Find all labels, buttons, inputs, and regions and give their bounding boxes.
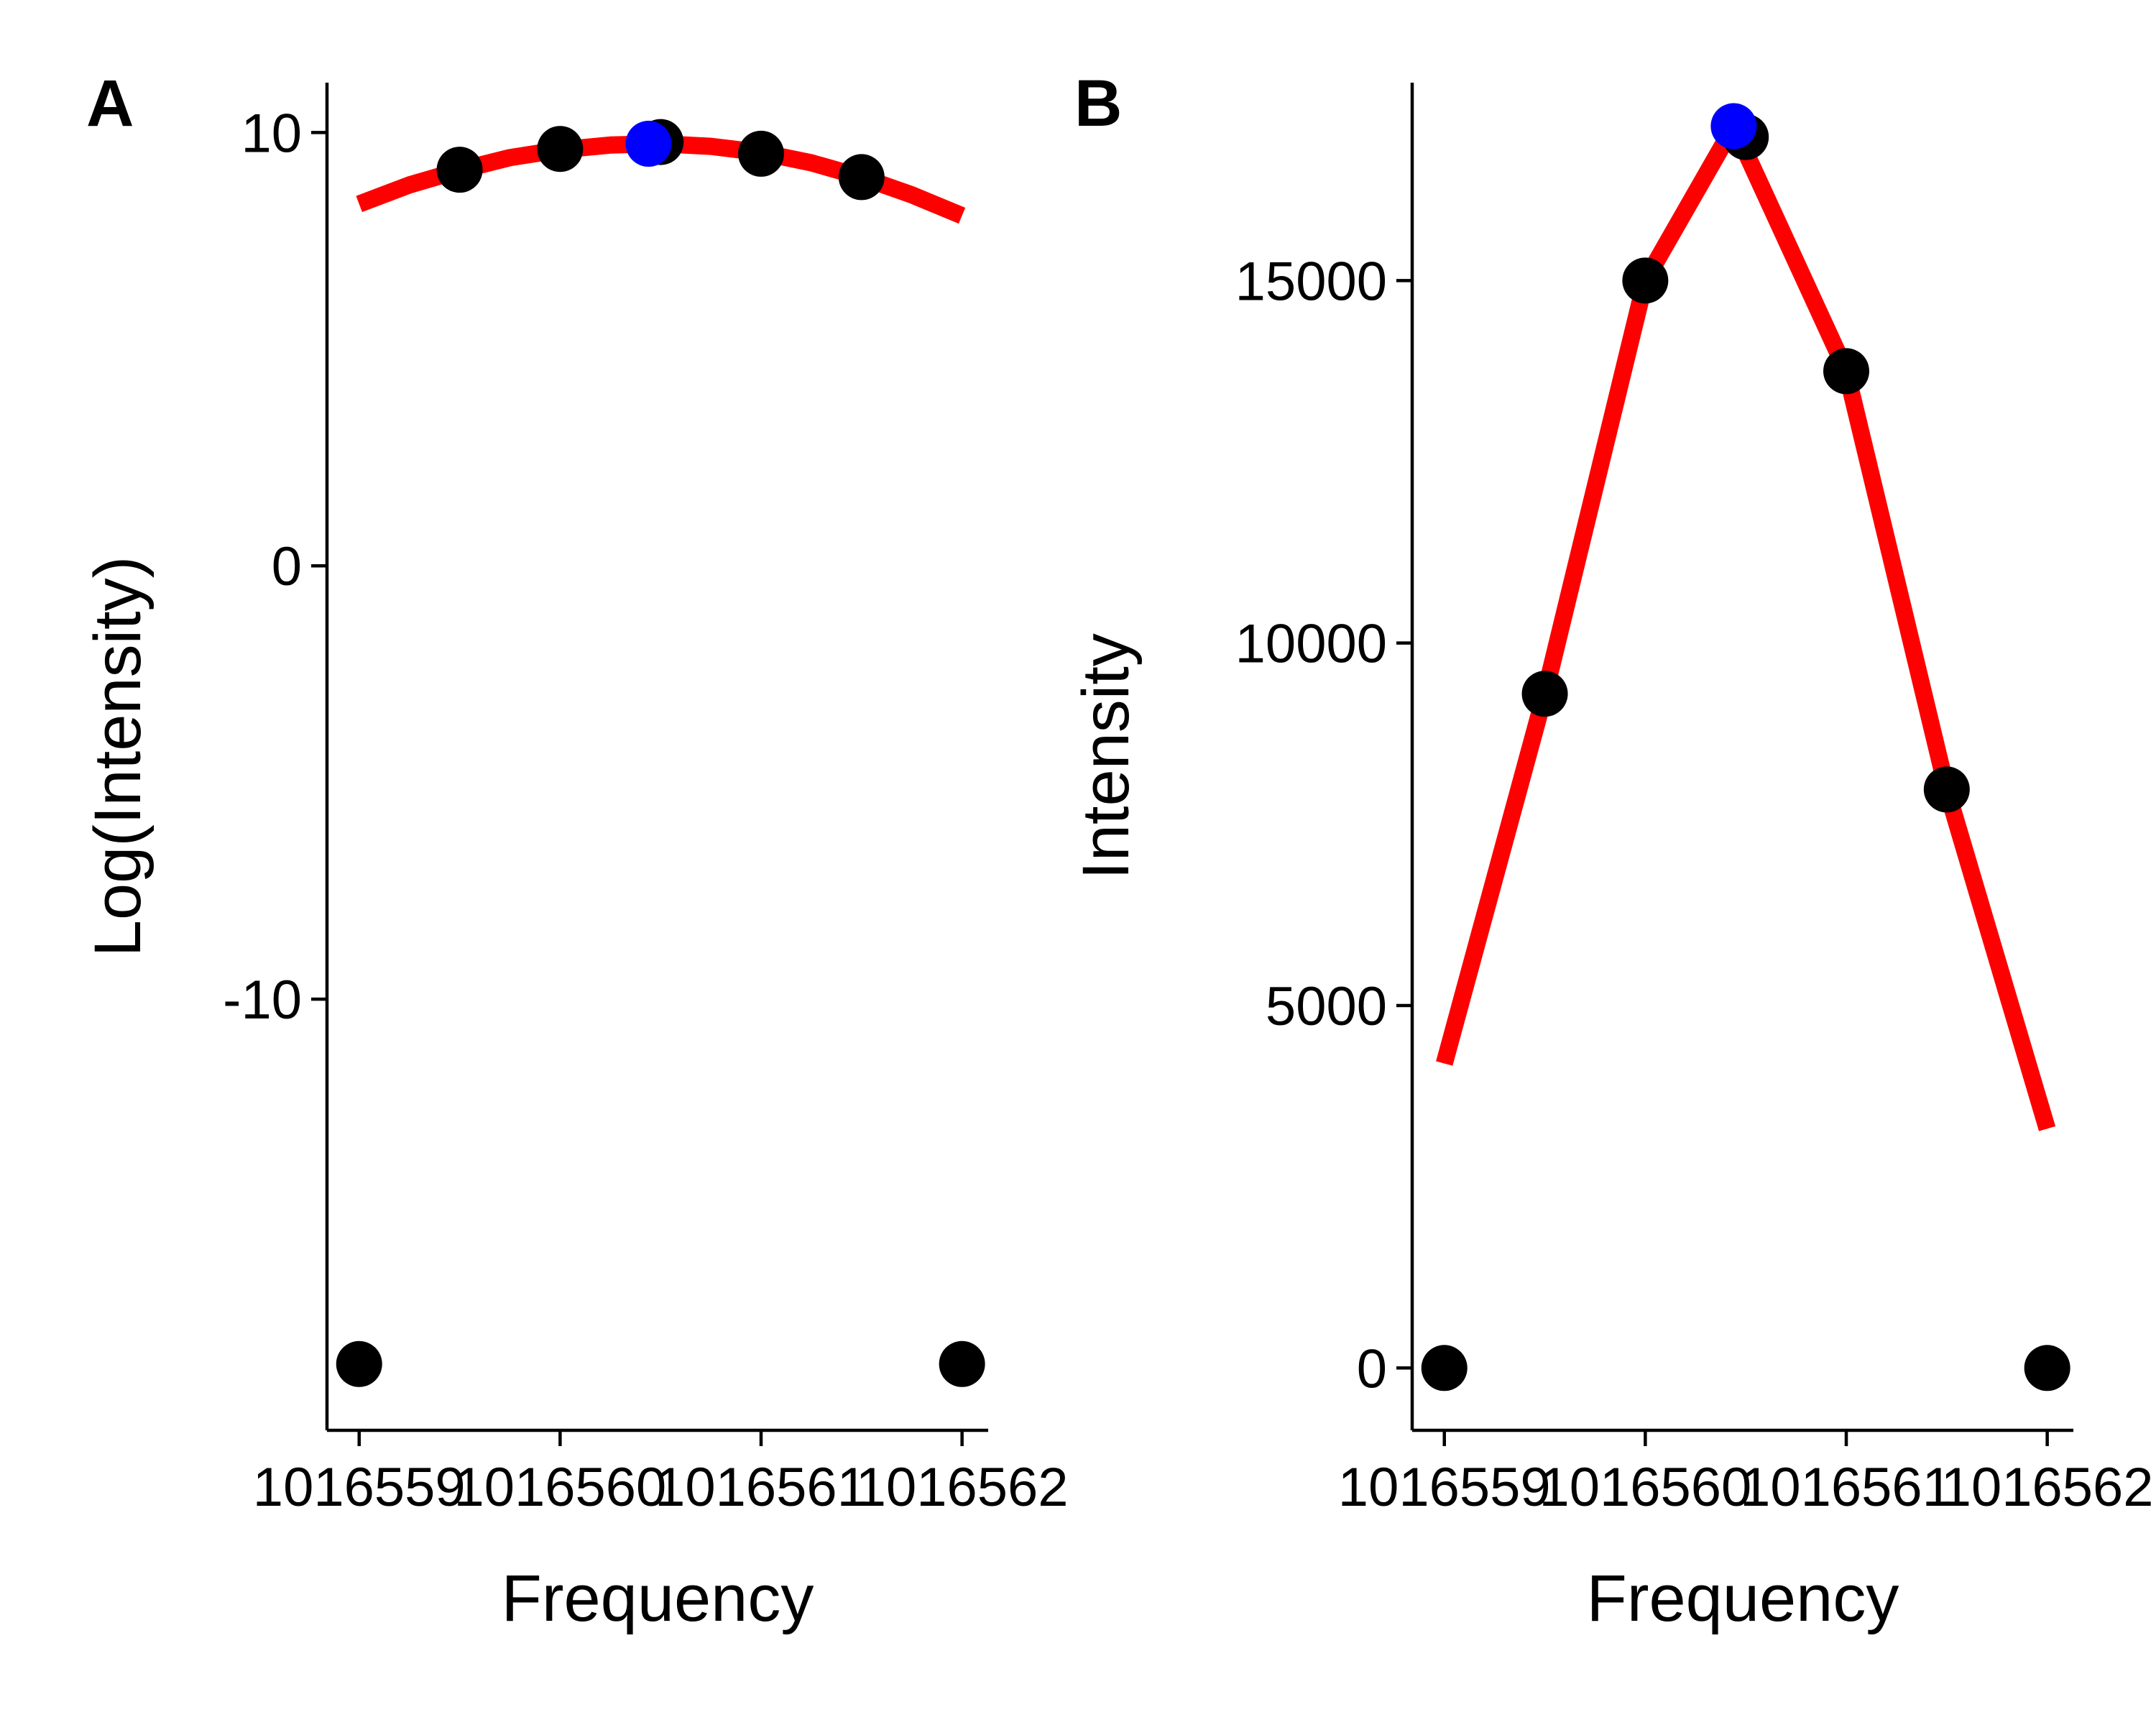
data-point [436,147,483,193]
x-tick-label: 1016559 [1338,1457,1551,1518]
data-point [838,154,885,201]
data-point [537,126,584,172]
x-axis-title: Frequency [502,1562,814,1635]
y-tick-label: -10 [223,970,302,1031]
x-tick-label: 1016562 [1941,1457,2154,1518]
x-axis-title: Frequency [1587,1562,1899,1635]
data-point [939,1340,985,1387]
data-point [1521,671,1568,717]
peak-point [1710,103,1757,150]
peak-point [625,121,672,167]
x-tick-label: 1016560 [453,1457,666,1518]
y-tick-label: 10000 [1235,614,1387,675]
x-tick-label: 1016562 [856,1457,1069,1518]
x-tick-label: 1016561 [655,1457,867,1518]
data-point [1823,348,1870,395]
x-tick-label: 1016561 [1740,1457,1953,1518]
data-point [2024,1345,2070,1392]
panel-tag: B [1074,67,1122,140]
data-point [1923,766,1970,813]
data-point [336,1340,382,1387]
y-tick-label: 10 [241,103,302,164]
y-axis-title: Log(Intensity) [81,556,155,957]
y-tick-label: 5000 [1266,976,1387,1037]
y-tick-label: 0 [1357,1338,1387,1399]
y-axis-title: Intensity [1069,633,1143,880]
data-point [1421,1345,1468,1392]
x-tick-label: 1016560 [1539,1457,1751,1518]
data-point [738,130,785,177]
panel-b: B 0 5000 10000 15000 101655910165601016561101… [1069,67,2154,1635]
x-tick-label: 1016559 [253,1457,466,1518]
y-tick-label: 15000 [1235,251,1387,312]
y-tick-label: 0 [272,536,302,597]
panel-tag: A [86,67,134,140]
data-point [1622,257,1669,304]
